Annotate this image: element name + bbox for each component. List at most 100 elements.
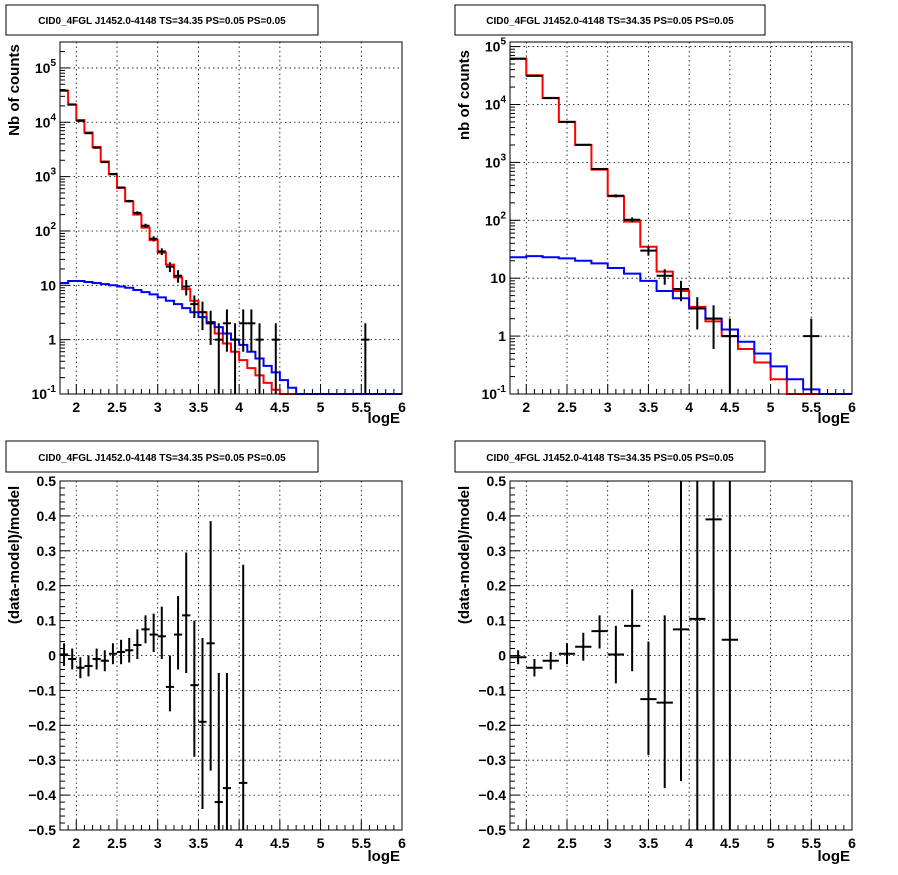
plot-frame [509, 41, 853, 395]
y-tick-label: −0.2 [478, 717, 506, 733]
panel-title: CID0_4FGL J1452.0-4148 TS=34.35 PS=0.05 … [38, 16, 286, 27]
x-tick-label: 6 [848, 835, 856, 851]
residual-point [206, 521, 215, 771]
panel-residuals-fine: CID0_4FGL J1452.0-4148 TS=34.35 PS=0.05 … [5, 440, 406, 865]
y-tick-label: 0.5 [487, 473, 507, 489]
residual-point [214, 672, 223, 830]
y-tick-label: 103 [35, 167, 57, 185]
data-point [117, 186, 126, 189]
y-tick-label: 1 [498, 328, 506, 344]
panel-title-box [454, 440, 766, 473]
data-point [247, 309, 256, 352]
data-point [255, 323, 264, 394]
x-tick-label: 5.5 [802, 835, 822, 851]
data-point [705, 305, 722, 349]
panel-title-box [5, 4, 319, 36]
data-point [190, 295, 199, 319]
y-tick-label: −0.1 [478, 682, 506, 698]
panel-title-box [454, 4, 766, 36]
y-tick-label: 0.1 [487, 613, 507, 629]
panel-title: CID0_4FGL J1452.0-4148 TS=34.35 PS=0.05 … [486, 16, 734, 27]
y-tick-label: 103 [485, 152, 507, 170]
residual-point [558, 643, 576, 665]
x-tick-label: 4 [235, 399, 243, 415]
plot-frame [509, 480, 853, 831]
data-point [575, 143, 592, 146]
background-model-histogram [510, 255, 852, 395]
residual-point [108, 643, 117, 665]
residual-point [721, 481, 738, 830]
x-tick-label: 6 [848, 399, 856, 415]
data-point [165, 262, 174, 273]
x-tick-label: 5 [317, 399, 325, 415]
data-point [149, 236, 158, 242]
y-tick-label: 0 [498, 648, 506, 664]
x-tick-label: 5.5 [352, 835, 372, 851]
y-tick-label: 0.5 [37, 473, 57, 489]
x-tick-label: 3 [604, 399, 612, 415]
panel-counts-fine: CID0_4FGL J1452.0-4148 TS=34.35 PS=0.05 … [5, 4, 406, 427]
x-tick-label: 6 [398, 835, 406, 851]
x-tick-label: 4 [685, 399, 693, 415]
data-point [231, 323, 240, 394]
data-point [672, 280, 690, 302]
x-tick-label: 2.5 [107, 399, 127, 415]
x-tick-label: 2 [522, 399, 530, 415]
residual-point [68, 648, 77, 670]
data-point [206, 310, 215, 345]
y-tick-label: 104 [35, 112, 57, 130]
x-tick-label: 4.5 [720, 835, 740, 851]
x-axis-label: logE [818, 410, 851, 427]
data-point [239, 309, 248, 352]
residual-point [141, 615, 150, 644]
y-tick-label: 0.3 [487, 543, 507, 559]
plot-frame [59, 480, 403, 831]
x-tick-label: 4 [685, 835, 693, 851]
y-tick-label: 0 [48, 648, 56, 664]
x-tick-label: 3.5 [189, 835, 209, 851]
data-point [361, 323, 370, 394]
residual-point [510, 650, 527, 665]
residual-point [157, 606, 166, 659]
x-tick-label: 4.5 [270, 399, 290, 415]
x-tick-label: 2 [522, 835, 530, 851]
data-point [84, 132, 93, 135]
data-point [157, 248, 166, 256]
x-tick-label: 3 [604, 835, 612, 851]
x-axis-label: logE [368, 848, 401, 865]
residual-point [672, 481, 690, 782]
y-tick-label: −0.5 [28, 822, 56, 838]
y-tick-label: 0.4 [37, 508, 57, 524]
data-point [182, 280, 191, 296]
x-tick-label: 5.5 [352, 399, 372, 415]
residual-point [117, 639, 126, 665]
x-tick-label: 2 [72, 399, 80, 415]
residual-point [542, 652, 559, 670]
y-tick-label: 0.2 [487, 578, 507, 594]
x-axis-label: logE [368, 410, 401, 427]
residual-point [149, 613, 158, 653]
plot-frame [59, 41, 403, 395]
data-point [198, 301, 207, 331]
y-axis-label: (data-model)/model [456, 486, 473, 624]
data-point [640, 246, 657, 256]
x-tick-label: 2 [72, 835, 80, 851]
data-point [803, 318, 820, 394]
panel-title: CID0_4FGL J1452.0-4148 TS=34.35 PS=0.05 … [38, 453, 286, 464]
data-point [100, 161, 109, 164]
residual-point [60, 643, 69, 666]
y-tick-label: 102 [35, 221, 57, 239]
panel-counts-coarse: CID0_4FGL J1452.0-4148 TS=34.35 PS=0.05 … [454, 4, 856, 427]
x-tick-label: 3 [154, 399, 162, 415]
residual-point [190, 620, 199, 757]
data-point [271, 323, 280, 394]
x-tick-label: 3.5 [189, 399, 209, 415]
data-point [721, 318, 738, 394]
panel-title-box [5, 440, 319, 473]
x-tick-label: 3.5 [639, 835, 659, 851]
x-tick-label: 5 [767, 399, 775, 415]
residual-point [640, 641, 657, 755]
panel-title: CID0_4FGL J1452.0-4148 TS=34.35 PS=0.05 … [486, 453, 734, 464]
x-tick-label: 2.5 [107, 835, 127, 851]
